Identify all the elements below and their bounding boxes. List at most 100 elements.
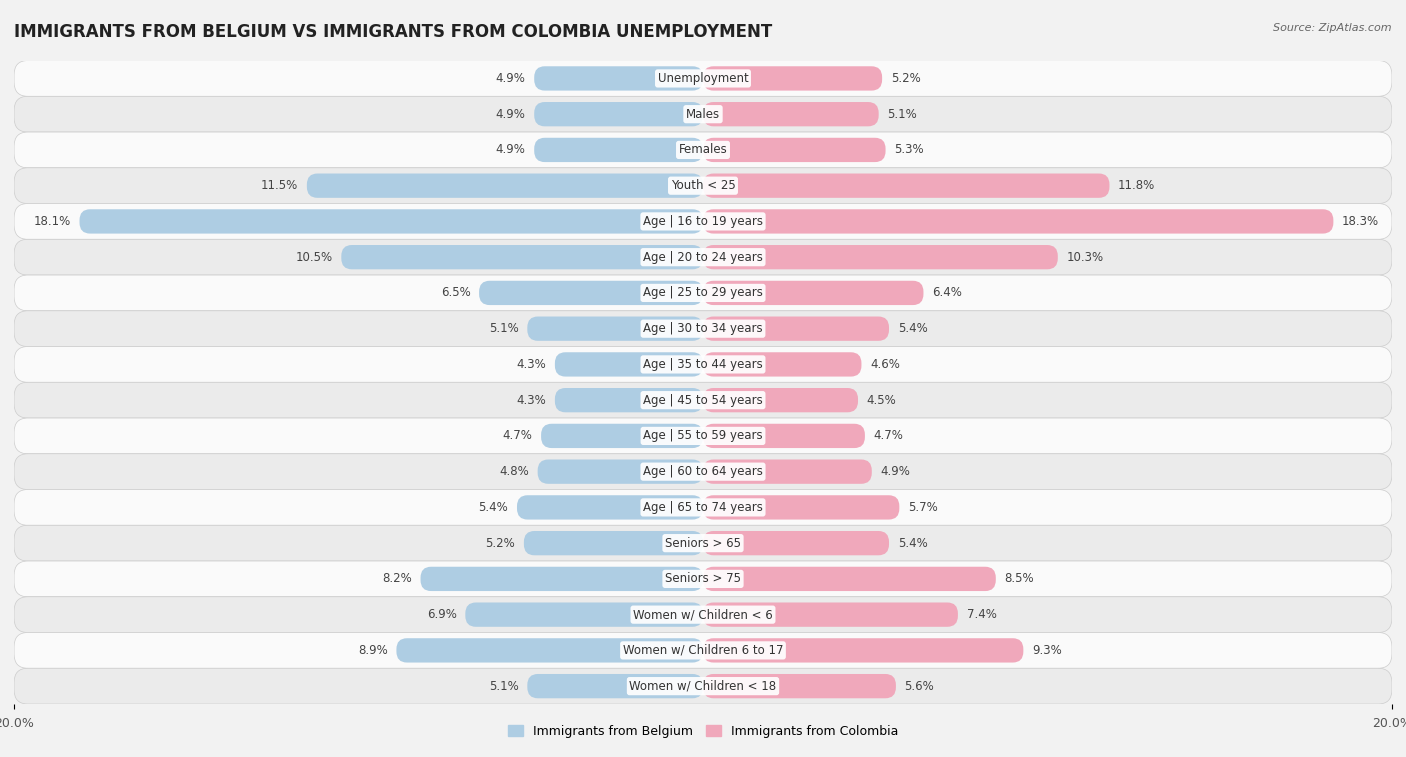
FancyBboxPatch shape (703, 531, 889, 556)
FancyBboxPatch shape (703, 424, 865, 448)
Text: 8.5%: 8.5% (1004, 572, 1033, 585)
FancyBboxPatch shape (703, 495, 900, 519)
FancyBboxPatch shape (534, 67, 703, 91)
Text: Age | 55 to 59 years: Age | 55 to 59 years (643, 429, 763, 442)
Text: Age | 45 to 54 years: Age | 45 to 54 years (643, 394, 763, 407)
Text: 5.2%: 5.2% (891, 72, 921, 85)
Text: 4.8%: 4.8% (499, 465, 529, 478)
FancyBboxPatch shape (703, 316, 889, 341)
Text: IMMIGRANTS FROM BELGIUM VS IMMIGRANTS FROM COLOMBIA UNEMPLOYMENT: IMMIGRANTS FROM BELGIUM VS IMMIGRANTS FR… (14, 23, 772, 41)
Text: 4.7%: 4.7% (502, 429, 533, 442)
Text: 11.8%: 11.8% (1118, 179, 1156, 192)
Text: 4.9%: 4.9% (496, 72, 526, 85)
FancyBboxPatch shape (420, 567, 703, 591)
Text: 5.3%: 5.3% (894, 143, 924, 157)
Text: 4.9%: 4.9% (496, 107, 526, 120)
Text: 5.1%: 5.1% (887, 107, 917, 120)
FancyBboxPatch shape (14, 347, 1392, 382)
FancyBboxPatch shape (541, 424, 703, 448)
FancyBboxPatch shape (703, 209, 1333, 234)
FancyBboxPatch shape (534, 138, 703, 162)
FancyBboxPatch shape (479, 281, 703, 305)
Text: Youth < 25: Youth < 25 (671, 179, 735, 192)
Text: Age | 65 to 74 years: Age | 65 to 74 years (643, 501, 763, 514)
Text: 6.4%: 6.4% (932, 286, 962, 300)
FancyBboxPatch shape (14, 96, 1392, 132)
FancyBboxPatch shape (342, 245, 703, 269)
FancyBboxPatch shape (14, 525, 1392, 561)
FancyBboxPatch shape (703, 173, 1109, 198)
Text: Age | 20 to 24 years: Age | 20 to 24 years (643, 251, 763, 263)
FancyBboxPatch shape (703, 281, 924, 305)
Text: 10.5%: 10.5% (295, 251, 333, 263)
Text: Males: Males (686, 107, 720, 120)
Text: Women w/ Children < 18: Women w/ Children < 18 (630, 680, 776, 693)
FancyBboxPatch shape (14, 204, 1392, 239)
Text: Source: ZipAtlas.com: Source: ZipAtlas.com (1274, 23, 1392, 33)
FancyBboxPatch shape (703, 459, 872, 484)
FancyBboxPatch shape (80, 209, 703, 234)
FancyBboxPatch shape (703, 567, 995, 591)
Text: 4.3%: 4.3% (516, 394, 547, 407)
FancyBboxPatch shape (703, 245, 1057, 269)
FancyBboxPatch shape (524, 531, 703, 556)
Text: 4.9%: 4.9% (496, 143, 526, 157)
FancyBboxPatch shape (14, 275, 1392, 311)
FancyBboxPatch shape (703, 674, 896, 698)
Text: 5.4%: 5.4% (478, 501, 509, 514)
FancyBboxPatch shape (555, 388, 703, 413)
FancyBboxPatch shape (14, 633, 1392, 668)
FancyBboxPatch shape (14, 597, 1392, 633)
FancyBboxPatch shape (703, 138, 886, 162)
Text: Seniors > 75: Seniors > 75 (665, 572, 741, 585)
FancyBboxPatch shape (703, 102, 879, 126)
Text: 4.9%: 4.9% (880, 465, 910, 478)
Text: Women w/ Children 6 to 17: Women w/ Children 6 to 17 (623, 644, 783, 657)
Text: 5.4%: 5.4% (897, 322, 928, 335)
FancyBboxPatch shape (703, 67, 882, 91)
Text: 10.3%: 10.3% (1066, 251, 1104, 263)
Text: 4.5%: 4.5% (866, 394, 897, 407)
FancyBboxPatch shape (396, 638, 703, 662)
FancyBboxPatch shape (527, 674, 703, 698)
Text: Age | 16 to 19 years: Age | 16 to 19 years (643, 215, 763, 228)
FancyBboxPatch shape (14, 668, 1392, 704)
FancyBboxPatch shape (14, 418, 1392, 453)
Text: Age | 30 to 34 years: Age | 30 to 34 years (643, 322, 763, 335)
Text: 8.2%: 8.2% (382, 572, 412, 585)
Text: 7.4%: 7.4% (966, 608, 997, 621)
Text: Seniors > 65: Seniors > 65 (665, 537, 741, 550)
FancyBboxPatch shape (703, 603, 957, 627)
FancyBboxPatch shape (14, 561, 1392, 597)
FancyBboxPatch shape (703, 638, 1024, 662)
Text: 5.1%: 5.1% (489, 322, 519, 335)
FancyBboxPatch shape (555, 352, 703, 376)
FancyBboxPatch shape (527, 316, 703, 341)
Text: 6.5%: 6.5% (440, 286, 471, 300)
Legend: Immigrants from Belgium, Immigrants from Colombia: Immigrants from Belgium, Immigrants from… (503, 720, 903, 743)
Text: 5.2%: 5.2% (485, 537, 515, 550)
Text: Women w/ Children < 6: Women w/ Children < 6 (633, 608, 773, 621)
Text: 9.3%: 9.3% (1032, 644, 1062, 657)
FancyBboxPatch shape (465, 603, 703, 627)
Text: 11.5%: 11.5% (262, 179, 298, 192)
FancyBboxPatch shape (14, 382, 1392, 418)
Text: 5.1%: 5.1% (489, 680, 519, 693)
Text: 4.7%: 4.7% (873, 429, 904, 442)
Text: 4.6%: 4.6% (870, 358, 900, 371)
FancyBboxPatch shape (14, 168, 1392, 204)
Text: Females: Females (679, 143, 727, 157)
Text: 5.7%: 5.7% (908, 501, 938, 514)
Text: 4.3%: 4.3% (516, 358, 547, 371)
FancyBboxPatch shape (14, 311, 1392, 347)
FancyBboxPatch shape (517, 495, 703, 519)
Text: 6.9%: 6.9% (427, 608, 457, 621)
FancyBboxPatch shape (14, 490, 1392, 525)
FancyBboxPatch shape (14, 239, 1392, 275)
FancyBboxPatch shape (703, 352, 862, 376)
Text: Age | 25 to 29 years: Age | 25 to 29 years (643, 286, 763, 300)
Text: Age | 35 to 44 years: Age | 35 to 44 years (643, 358, 763, 371)
Text: 5.4%: 5.4% (897, 537, 928, 550)
FancyBboxPatch shape (534, 102, 703, 126)
Text: 18.3%: 18.3% (1341, 215, 1379, 228)
